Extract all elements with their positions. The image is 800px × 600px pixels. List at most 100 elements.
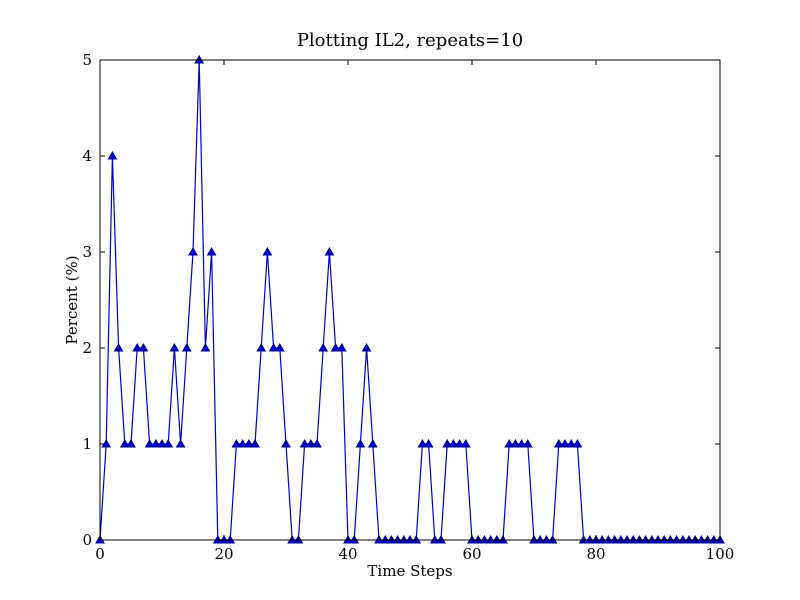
data-point — [318, 342, 329, 352]
data-point — [591, 534, 601, 544]
data-point — [274, 342, 285, 352]
data-point — [522, 438, 533, 448]
data-point — [132, 342, 143, 352]
data-point — [163, 438, 174, 448]
data-point — [355, 438, 366, 448]
y-tick-label: 4 — [82, 147, 92, 165]
data-point — [243, 438, 254, 448]
data-point — [572, 438, 583, 448]
data-point — [194, 54, 205, 64]
data-point — [150, 438, 161, 448]
data-point — [299, 438, 310, 448]
data-point — [609, 534, 620, 544]
data-point — [101, 438, 112, 448]
data-point — [442, 438, 453, 448]
data-point — [696, 534, 707, 544]
data-point — [417, 438, 428, 448]
data-point — [312, 438, 322, 448]
data-point — [634, 534, 645, 544]
x-tick-label: 80 — [586, 545, 605, 563]
data-point — [250, 438, 260, 448]
y-tick-label: 3 — [82, 243, 92, 261]
data-point — [473, 534, 484, 544]
data-point — [659, 534, 670, 544]
data-point — [281, 438, 291, 448]
data-point — [225, 534, 236, 544]
data-point — [138, 342, 149, 352]
y-tick-label: 1 — [82, 435, 92, 453]
data-point — [405, 534, 415, 544]
y-tick-label: 0 — [82, 531, 92, 549]
x-tick-label: 40 — [338, 545, 357, 563]
data-point — [386, 534, 397, 544]
data-point — [212, 534, 223, 544]
data-point — [498, 534, 508, 544]
data-point — [367, 438, 378, 448]
x-tick-label: 20 — [214, 545, 233, 563]
data-point — [584, 534, 595, 544]
y-tick-label: 5 — [82, 51, 92, 69]
data-point — [467, 534, 477, 544]
data-point — [324, 246, 335, 256]
data-point — [690, 534, 701, 544]
data-point — [287, 534, 298, 544]
data-point — [231, 438, 242, 448]
axis-ticks: 0 20 40 60 80 100 0 1 2 3 4 5 — [82, 51, 734, 563]
data-point — [107, 150, 118, 160]
data-point — [144, 438, 155, 448]
data-point — [665, 534, 676, 544]
x-tick-label: 60 — [462, 545, 481, 563]
data-point — [206, 246, 217, 256]
data-point — [529, 534, 539, 544]
data-point — [448, 438, 459, 448]
data-point — [169, 342, 180, 352]
data-point — [330, 342, 341, 352]
data-point — [237, 438, 248, 448]
data-point — [268, 342, 279, 352]
data-point — [398, 534, 409, 544]
data-point — [628, 534, 639, 544]
data-point — [436, 534, 446, 544]
data-point — [684, 534, 694, 544]
data-point — [454, 438, 465, 448]
y-axis-label: Percent (%) — [63, 255, 81, 344]
data-point — [597, 534, 608, 544]
data-point — [541, 534, 552, 544]
data-point — [219, 534, 229, 544]
data-point — [491, 534, 502, 544]
data-point — [392, 534, 403, 544]
data-point — [516, 438, 527, 448]
data-point — [188, 246, 198, 256]
data-point — [479, 534, 490, 544]
x-axis-label: Time Steps — [367, 562, 452, 580]
data-point — [262, 246, 273, 256]
y-tick-label: 2 — [82, 339, 92, 357]
data-point — [200, 342, 211, 352]
data-point — [615, 534, 626, 544]
data-point — [640, 534, 651, 544]
data-point — [566, 438, 577, 448]
data-point — [336, 342, 347, 352]
series-group — [95, 54, 725, 544]
data-point — [175, 438, 186, 448]
data-point — [553, 438, 564, 448]
data-point — [578, 534, 589, 544]
data-point — [380, 534, 391, 544]
data-point — [429, 534, 440, 544]
data-point — [256, 342, 267, 352]
data-point — [485, 534, 496, 544]
data-point — [349, 534, 360, 544]
data-point — [460, 438, 471, 448]
data-point — [305, 438, 316, 448]
data-point — [702, 534, 713, 544]
series-line — [99, 59, 720, 541]
data-point — [547, 534, 558, 544]
data-point — [119, 438, 130, 448]
data-point — [293, 534, 304, 544]
data-point — [374, 534, 384, 544]
data-point — [126, 438, 136, 448]
data-point — [653, 534, 663, 544]
x-tick-label: 100 — [706, 545, 735, 563]
data-point — [423, 438, 434, 448]
